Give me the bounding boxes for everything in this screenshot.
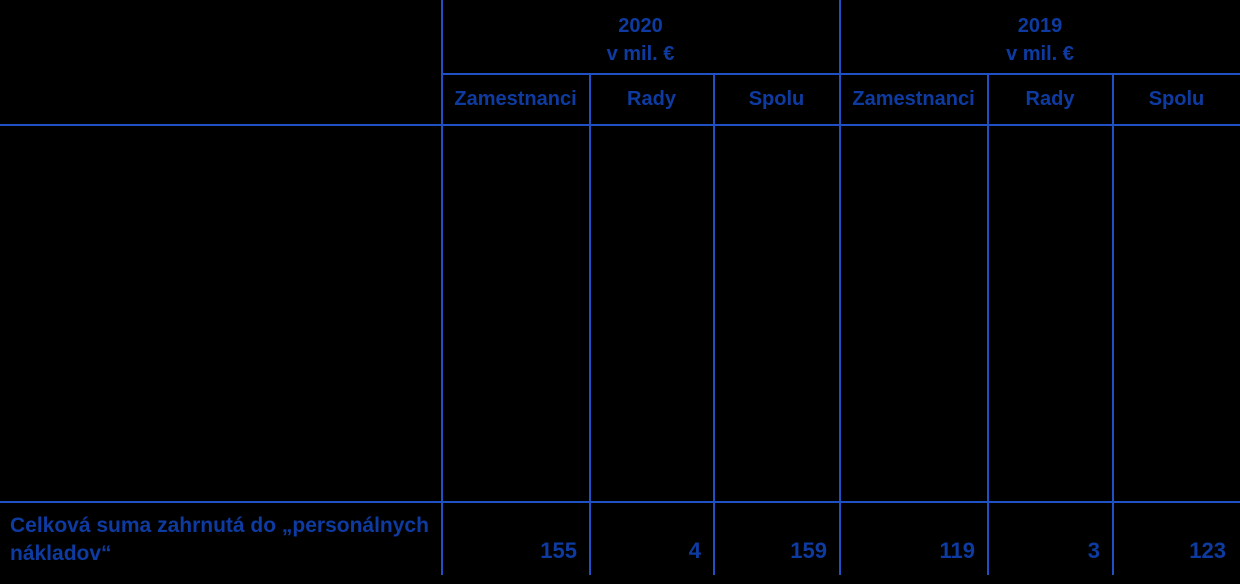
grid-vline-year-divider — [839, 0, 841, 575]
year-group-2019: 2019 v mil. € — [840, 12, 1240, 72]
column-header-2020-spolu: Spolu — [748, 88, 805, 110]
year-group-2020: 2020 v mil. € — [442, 12, 839, 72]
year-label-2019: 2019 — [1017, 15, 1063, 37]
grid-vline-rowheader-right — [441, 0, 443, 575]
total-value-2019-zamestnanci: 119 — [939, 538, 976, 563]
grid-hline-under-column-headers — [0, 124, 1240, 126]
grid-hline-under-year-headers — [441, 73, 1240, 75]
total-value-2020-zamestnanci: 155 — [540, 538, 577, 563]
total-value-2019-rady: 3 — [1087, 538, 1100, 563]
column-header-2020-rady: Rady — [627, 88, 676, 110]
total-row-label: Celková suma zahrnutá do „personálnych n… — [10, 514, 429, 565]
unit-label-2020: v mil. € — [606, 43, 675, 65]
grid-vline-2020-rady-right — [713, 74, 715, 575]
year-label-2020: 2020 — [618, 15, 663, 37]
grid-vline-2019-rady-right — [1112, 74, 1114, 575]
total-value-2019-spolu: 123 — [1189, 538, 1226, 563]
grid-vline-2019-zamestnanci-right — [987, 74, 989, 575]
total-value-2020-rady: 4 — [688, 538, 701, 563]
grid-hline-above-total-row — [0, 501, 1240, 503]
unit-label-2019: v mil. € — [1006, 43, 1074, 65]
total-value-2020-spolu: 159 — [790, 538, 827, 563]
column-header-2019-zamestnanci: Zamestnanci — [852, 88, 975, 110]
column-header-2019-spolu: Spolu — [1148, 88, 1205, 110]
column-header-2020-zamestnanci: Zamestnanci — [454, 88, 577, 110]
column-header-2019-rady: Rady — [1025, 88, 1075, 110]
grid-vline-2020-zamestnanci-right — [589, 74, 591, 575]
